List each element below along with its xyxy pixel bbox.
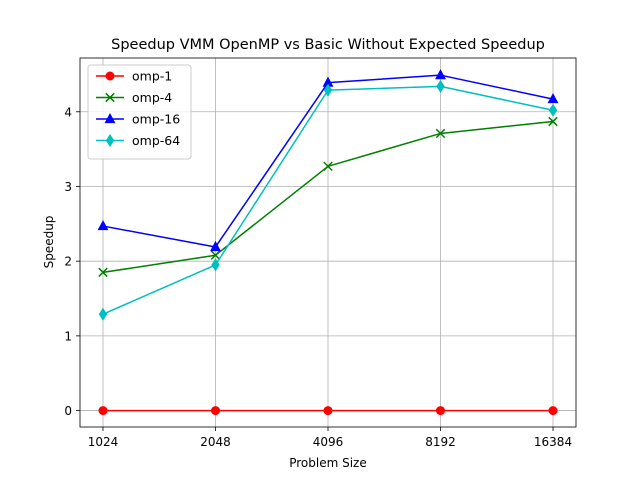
data-point xyxy=(323,83,333,97)
data-point xyxy=(436,406,445,416)
data-point xyxy=(97,220,109,231)
legend-label: omp-64 xyxy=(132,133,180,148)
legend-marker xyxy=(105,71,115,81)
data-point xyxy=(98,307,108,321)
legend-entry-omp-16: omp-16 xyxy=(96,112,180,127)
y-axis-label: Speedup xyxy=(42,216,56,269)
x-axis-ticks: 1024 2048 4096 8192 16384 xyxy=(88,427,572,449)
legend-marker xyxy=(105,133,115,148)
x-tick-label: 16384 xyxy=(534,435,572,449)
data-point xyxy=(548,116,558,127)
data-point xyxy=(548,406,558,416)
data-point xyxy=(435,69,446,80)
x-tick-label: 2048 xyxy=(200,435,231,449)
legend: omp-1 omp-4 omp-16 omp-64 xyxy=(87,64,192,160)
x-tick-label: 4096 xyxy=(313,435,344,449)
legend-entry-omp-64: omp-64 xyxy=(96,133,180,148)
legend-marker xyxy=(104,112,116,124)
x-axis-label: Problem Size xyxy=(289,456,367,470)
legend-label: omp-1 xyxy=(132,69,172,84)
data-point xyxy=(547,93,559,104)
y-tick-label: 4 xyxy=(64,105,72,119)
y-tick-label: 1 xyxy=(64,329,72,343)
x-tick-label: 8192 xyxy=(425,435,456,449)
x-tick-label: 1024 xyxy=(88,435,119,449)
y-tick-label: 3 xyxy=(64,180,72,194)
data-point xyxy=(210,240,221,252)
legend-entry-omp-4: omp-4 xyxy=(96,90,172,105)
legend-label: omp-4 xyxy=(132,90,172,105)
data-point xyxy=(211,258,220,272)
legend-box xyxy=(87,64,192,160)
legend-entry-omp-1: omp-1 xyxy=(96,69,172,84)
y-axis-ticks: 0 1 2 3 4 xyxy=(64,105,80,418)
legend-marker xyxy=(105,92,115,103)
y-tick-label: 2 xyxy=(64,255,72,269)
legend-label: omp-16 xyxy=(132,112,180,127)
data-point xyxy=(548,103,558,117)
data-point xyxy=(323,406,333,416)
data-point xyxy=(210,250,221,260)
data-point xyxy=(435,128,446,139)
data-point xyxy=(211,406,220,416)
data-point xyxy=(436,79,445,93)
series-omp-64 xyxy=(98,79,558,321)
series-omp-16 xyxy=(97,69,559,252)
data-point xyxy=(98,406,108,416)
series-omp-1 xyxy=(98,406,558,416)
series-layer xyxy=(97,69,559,416)
data-point xyxy=(323,161,333,172)
data-point xyxy=(98,267,108,278)
y-tick-label: 0 xyxy=(64,404,72,418)
series-omp-4 xyxy=(98,116,558,278)
chart-title: Speedup VMM OpenMP vs Basic Without Expe… xyxy=(111,37,545,53)
